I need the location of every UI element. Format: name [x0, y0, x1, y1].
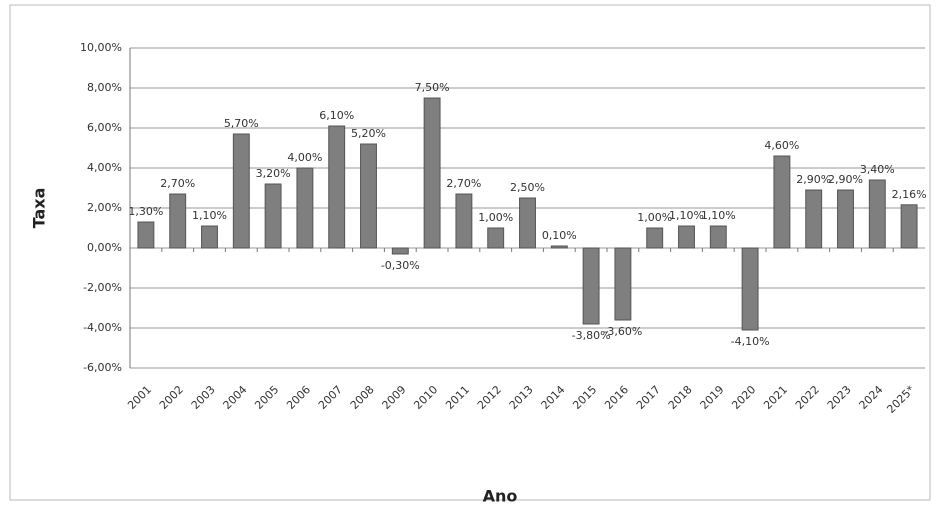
bar [137, 221, 155, 249]
bar [487, 227, 505, 249]
data-label: 2,70% [446, 177, 481, 190]
data-label: -3,80% [572, 329, 611, 342]
bar [900, 204, 918, 249]
bar [550, 245, 568, 249]
bar [169, 193, 187, 249]
data-label: 2,50% [510, 181, 545, 194]
data-label: 1,10% [192, 209, 227, 222]
y-tick-label: 10,00% [80, 41, 122, 54]
data-label: 2,16% [892, 188, 927, 201]
bar [201, 225, 218, 249]
y-tick-label: -6,00% [83, 361, 122, 374]
bar [646, 227, 664, 249]
data-label: -3,60% [603, 325, 642, 338]
data-label: 1,00% [637, 211, 672, 224]
y-tick-label: 6,00% [87, 121, 122, 134]
bar [582, 247, 600, 325]
data-label: 5,20% [351, 127, 386, 140]
bar [391, 247, 409, 255]
data-label: 6,10% [319, 109, 354, 122]
data-label: -4,10% [731, 335, 770, 348]
data-label: 5,70% [224, 117, 259, 130]
bar [868, 179, 886, 249]
bar [360, 143, 377, 249]
bar [678, 225, 695, 249]
y-tick-label: -4,00% [83, 321, 122, 334]
y-tick-label: 4,00% [87, 161, 122, 174]
x-axis-label: Ano [483, 487, 518, 506]
bar [709, 225, 727, 249]
bar [328, 125, 346, 249]
bar [264, 183, 282, 249]
bar [232, 133, 250, 249]
data-label: 4,60% [764, 139, 799, 152]
bar [296, 167, 314, 249]
data-label: 7,50% [415, 81, 450, 94]
data-label: 3,20% [256, 167, 291, 180]
bar [423, 97, 441, 249]
data-label: 1,10% [669, 209, 704, 222]
data-label: 3,40% [860, 163, 895, 176]
data-label: 1,30% [128, 205, 163, 218]
data-label: -0,30% [381, 259, 420, 272]
data-label: 4,00% [287, 151, 322, 164]
y-tick-label: 0,00% [87, 241, 122, 254]
y-tick-label: 8,00% [87, 81, 122, 94]
y-tick-label: -2,00% [83, 281, 122, 294]
bar [805, 189, 823, 249]
y-tick-label: 2,00% [87, 201, 122, 214]
data-label: 2,90% [828, 173, 863, 186]
bar [773, 155, 791, 249]
data-label: 2,90% [796, 173, 831, 186]
bar [614, 247, 632, 321]
bar [837, 189, 854, 249]
bar [519, 197, 536, 249]
bar [455, 193, 473, 249]
data-label: 0,10% [542, 229, 577, 242]
data-label: 1,10% [701, 209, 736, 222]
bar [741, 247, 759, 331]
data-label: 1,00% [478, 211, 513, 224]
data-label: 2,70% [160, 177, 195, 190]
y-axis-label: Taxa [30, 188, 49, 229]
chart-frame [9, 4, 931, 501]
